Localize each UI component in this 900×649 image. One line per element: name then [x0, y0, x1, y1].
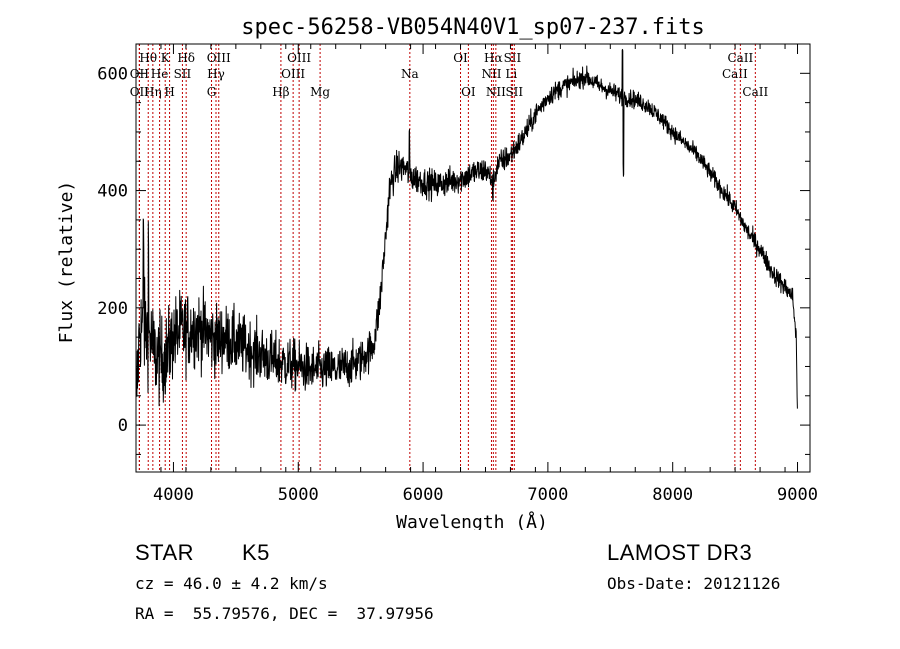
y-tick-label: 600: [97, 64, 128, 84]
spectrum-chart: spec-56258-VB054N40V1_sp07-237.fits OII O…: [56, 15, 818, 530]
chart-title: spec-56258-VB054N40V1_sp07-237.fits: [241, 15, 705, 40]
y-axis-label: Flux (relative): [56, 181, 77, 344]
line-marker-label: H: [164, 85, 174, 99]
line-marker-label: Hδ: [177, 51, 195, 65]
plot-frame: [135, 43, 811, 473]
line-marker-label: Hη: [144, 85, 162, 99]
line-marker-label: CaII: [722, 67, 748, 81]
line-marker-label: Li: [505, 67, 517, 81]
line-marker-label: OI: [461, 85, 476, 99]
x-tick-label: 9000: [777, 485, 818, 505]
line-marker-label: Hγ: [207, 67, 225, 81]
line-marker-label: Mg: [310, 85, 330, 99]
x-tick-label: 4000: [153, 485, 194, 505]
x-tick-label: 6000: [403, 485, 444, 505]
y-tick-label: 400: [97, 182, 128, 202]
line-marker-label: Hα: [484, 51, 503, 65]
object-class: STAR: [135, 540, 195, 565]
line-marker-label: Na: [401, 67, 419, 81]
line-marker-label: Hβ: [272, 85, 289, 99]
line-markers: OIIOIIHθHηHeKHSIIHδGHγOIIIHβOIIIOIIIMgNa…: [130, 44, 768, 472]
line-marker-label: K: [161, 51, 171, 65]
line-marker-label: SII: [504, 51, 522, 65]
line-marker-label: SII: [505, 85, 523, 99]
x-tick-label: 8000: [652, 485, 693, 505]
y-tick-label: 0: [118, 416, 128, 436]
survey-name: LAMOST DR3: [607, 540, 753, 565]
line-marker-label: He: [151, 67, 169, 81]
object-subclass: K5: [242, 540, 270, 565]
coordinates-text: RA = 55.79576, DEC = 37.97956: [135, 604, 434, 623]
axis-tick-labels: 4000 5000 6000 7000 8000 9000 0 200 400 600: [97, 64, 818, 505]
line-marker-label: CaII: [742, 85, 768, 99]
line-marker-label: OII: [130, 67, 150, 81]
line-marker-label: OIII: [281, 67, 305, 81]
redshift-text: cz = 46.0 ± 4.2 km/s: [135, 574, 328, 593]
x-tick-label: 5000: [278, 485, 319, 505]
axis-ticks: [135, 43, 811, 472]
obs-date-text: Obs-Date: 20121126: [607, 574, 781, 593]
line-marker-label: OI: [453, 51, 468, 65]
line-marker-label: OIII: [207, 51, 231, 65]
line-marker-label: NII: [486, 85, 506, 99]
spectrum-line: [135, 48, 798, 409]
line-marker-label: G: [207, 85, 217, 99]
y-tick-label: 200: [97, 299, 128, 319]
line-marker-label: Hθ: [139, 51, 157, 65]
x-axis-label: Wavelength (Å): [396, 511, 548, 530]
line-marker-label: OIII: [287, 51, 311, 65]
x-tick-label: 7000: [527, 485, 568, 505]
line-marker-label: SII: [174, 67, 192, 81]
line-marker-label: NII: [481, 67, 501, 81]
line-marker-label: CaII: [727, 51, 753, 65]
